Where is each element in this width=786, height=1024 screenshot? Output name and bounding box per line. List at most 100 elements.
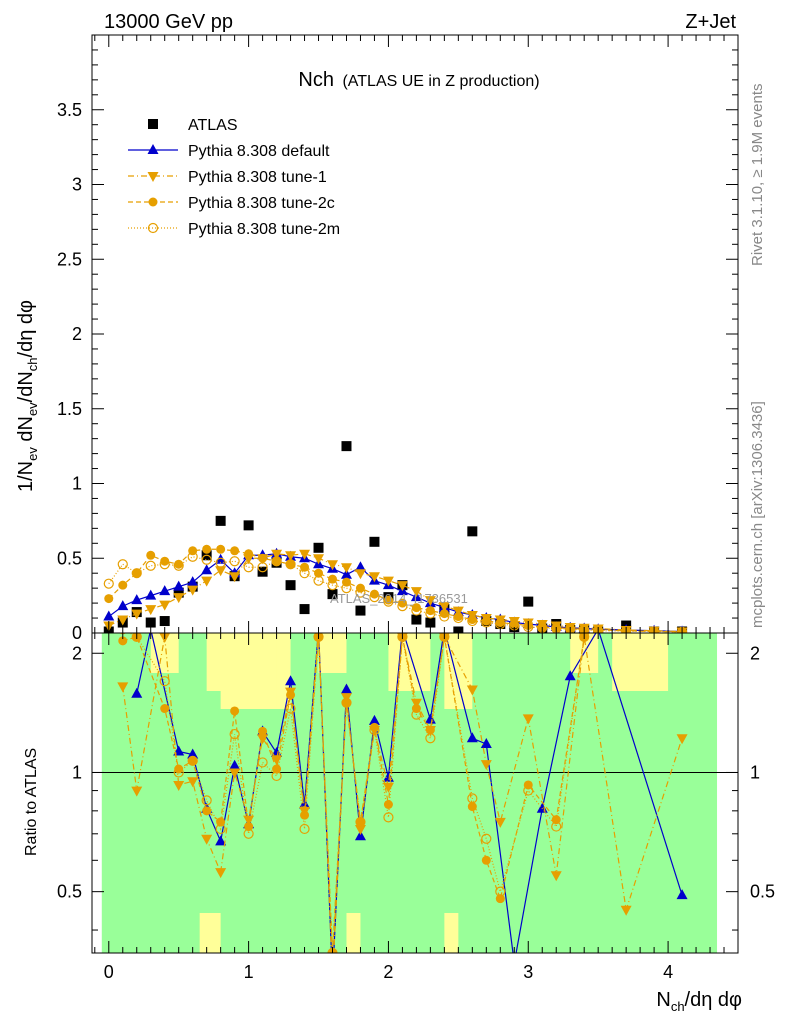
data-point bbox=[425, 725, 435, 735]
data-point bbox=[159, 585, 171, 596]
x-tick-label: 0 bbox=[104, 962, 114, 982]
data-point bbox=[215, 823, 226, 835]
data-point bbox=[117, 682, 129, 693]
data-point bbox=[173, 780, 185, 791]
data-point bbox=[327, 976, 338, 986]
mcplots-label: mcplots.cern.ch [arXiv:1306.3436] bbox=[749, 401, 766, 628]
band-outer bbox=[612, 633, 669, 691]
data-point bbox=[187, 755, 198, 766]
plot-title-sub: (ATLAS UE in Z production) bbox=[342, 73, 539, 90]
data-point bbox=[131, 609, 143, 620]
data-point bbox=[258, 553, 268, 563]
data-point bbox=[327, 974, 338, 984]
ratio-y-tick-label-right: 1 bbox=[750, 762, 760, 782]
data-point bbox=[425, 606, 435, 616]
data-point bbox=[425, 608, 436, 619]
data-point bbox=[271, 549, 283, 560]
ratio-y-tick-label-right: 0.5 bbox=[750, 882, 775, 902]
data-point bbox=[676, 734, 688, 745]
data-point bbox=[453, 612, 464, 624]
data-point bbox=[174, 764, 184, 774]
data-point bbox=[173, 560, 184, 571]
data-point bbox=[313, 554, 325, 565]
data-point bbox=[215, 868, 227, 879]
data-point bbox=[118, 636, 128, 646]
data-point bbox=[145, 589, 157, 600]
data-point bbox=[424, 596, 436, 607]
data-point bbox=[285, 675, 297, 686]
data-point bbox=[327, 560, 339, 571]
data-point bbox=[132, 568, 142, 578]
data-point bbox=[160, 704, 170, 714]
data-point bbox=[229, 728, 240, 740]
data-point bbox=[257, 562, 268, 573]
x-axis-title: Nch/dη dφ bbox=[656, 989, 742, 1014]
data-point bbox=[425, 733, 436, 744]
y-tick-label: 2.5 bbox=[57, 249, 82, 269]
data-point bbox=[131, 786, 143, 797]
data-point bbox=[131, 568, 142, 579]
legend-entry: ATLAS bbox=[148, 117, 238, 134]
data-point bbox=[438, 602, 450, 613]
data-point bbox=[481, 833, 492, 844]
data-point bbox=[202, 544, 212, 554]
plot-title-main: Nch bbox=[298, 69, 334, 91]
x-tick-label: 1 bbox=[244, 962, 254, 982]
y-tick-label: 0 bbox=[72, 623, 82, 643]
data-point bbox=[159, 676, 170, 687]
series-pythia-8-308-tune-2m bbox=[103, 551, 688, 633]
legend-entry: Pythia 8.308 tune-1 bbox=[128, 169, 327, 186]
x-tick-label: 4 bbox=[663, 962, 673, 982]
data-point bbox=[341, 583, 352, 594]
data-point bbox=[285, 551, 297, 562]
data-point bbox=[230, 706, 240, 716]
data-point bbox=[215, 835, 227, 846]
header-right: Z+Jet bbox=[685, 11, 736, 33]
x-tick-label: 3 bbox=[523, 962, 533, 982]
data-point bbox=[467, 615, 478, 627]
data-point bbox=[201, 795, 212, 806]
data-point bbox=[369, 536, 380, 547]
data-point bbox=[467, 793, 478, 804]
data-point bbox=[411, 614, 422, 625]
data-point bbox=[397, 598, 407, 608]
data-point bbox=[103, 610, 115, 621]
data-point bbox=[383, 596, 394, 607]
ratio-y-tick-label: 2 bbox=[72, 643, 82, 663]
data-point bbox=[173, 767, 184, 778]
data-point bbox=[397, 633, 408, 642]
data-point bbox=[411, 709, 422, 720]
axes-ticks: 0 1 2 3 4 0 0.5 1 1.5 2 2.5 3 3.5 0.5 0.5 1 1 2 2 bbox=[57, 35, 775, 982]
data-point bbox=[551, 623, 562, 633]
data-point bbox=[188, 756, 198, 766]
data-point bbox=[620, 905, 632, 916]
data-point bbox=[368, 572, 380, 583]
data-point bbox=[230, 546, 240, 556]
data-point bbox=[382, 576, 394, 587]
legend-marker bbox=[147, 144, 159, 154]
data-point bbox=[425, 617, 436, 628]
data-point bbox=[299, 549, 311, 560]
series-line bbox=[122, 636, 585, 953]
data-point bbox=[354, 569, 366, 580]
data-point bbox=[621, 626, 632, 633]
legend-marker bbox=[147, 222, 159, 234]
data-point bbox=[495, 894, 505, 904]
main-y-axis-title: 1/Nev dNev/dNch/dη dφ bbox=[15, 300, 40, 492]
data-point bbox=[173, 580, 185, 591]
legend-label: Pythia 8.308 tune-2m bbox=[188, 221, 340, 238]
data-point bbox=[271, 755, 283, 766]
data-point bbox=[229, 572, 241, 583]
data-point bbox=[299, 568, 310, 579]
data-point bbox=[243, 562, 254, 573]
data-point bbox=[579, 624, 590, 633]
band-outer bbox=[346, 913, 361, 953]
data-point bbox=[187, 585, 199, 596]
data-point bbox=[340, 563, 352, 574]
data-point bbox=[564, 670, 576, 681]
data-point bbox=[314, 568, 324, 578]
data-point bbox=[159, 616, 170, 627]
series-atlas bbox=[103, 441, 688, 633]
data-point bbox=[439, 611, 450, 622]
